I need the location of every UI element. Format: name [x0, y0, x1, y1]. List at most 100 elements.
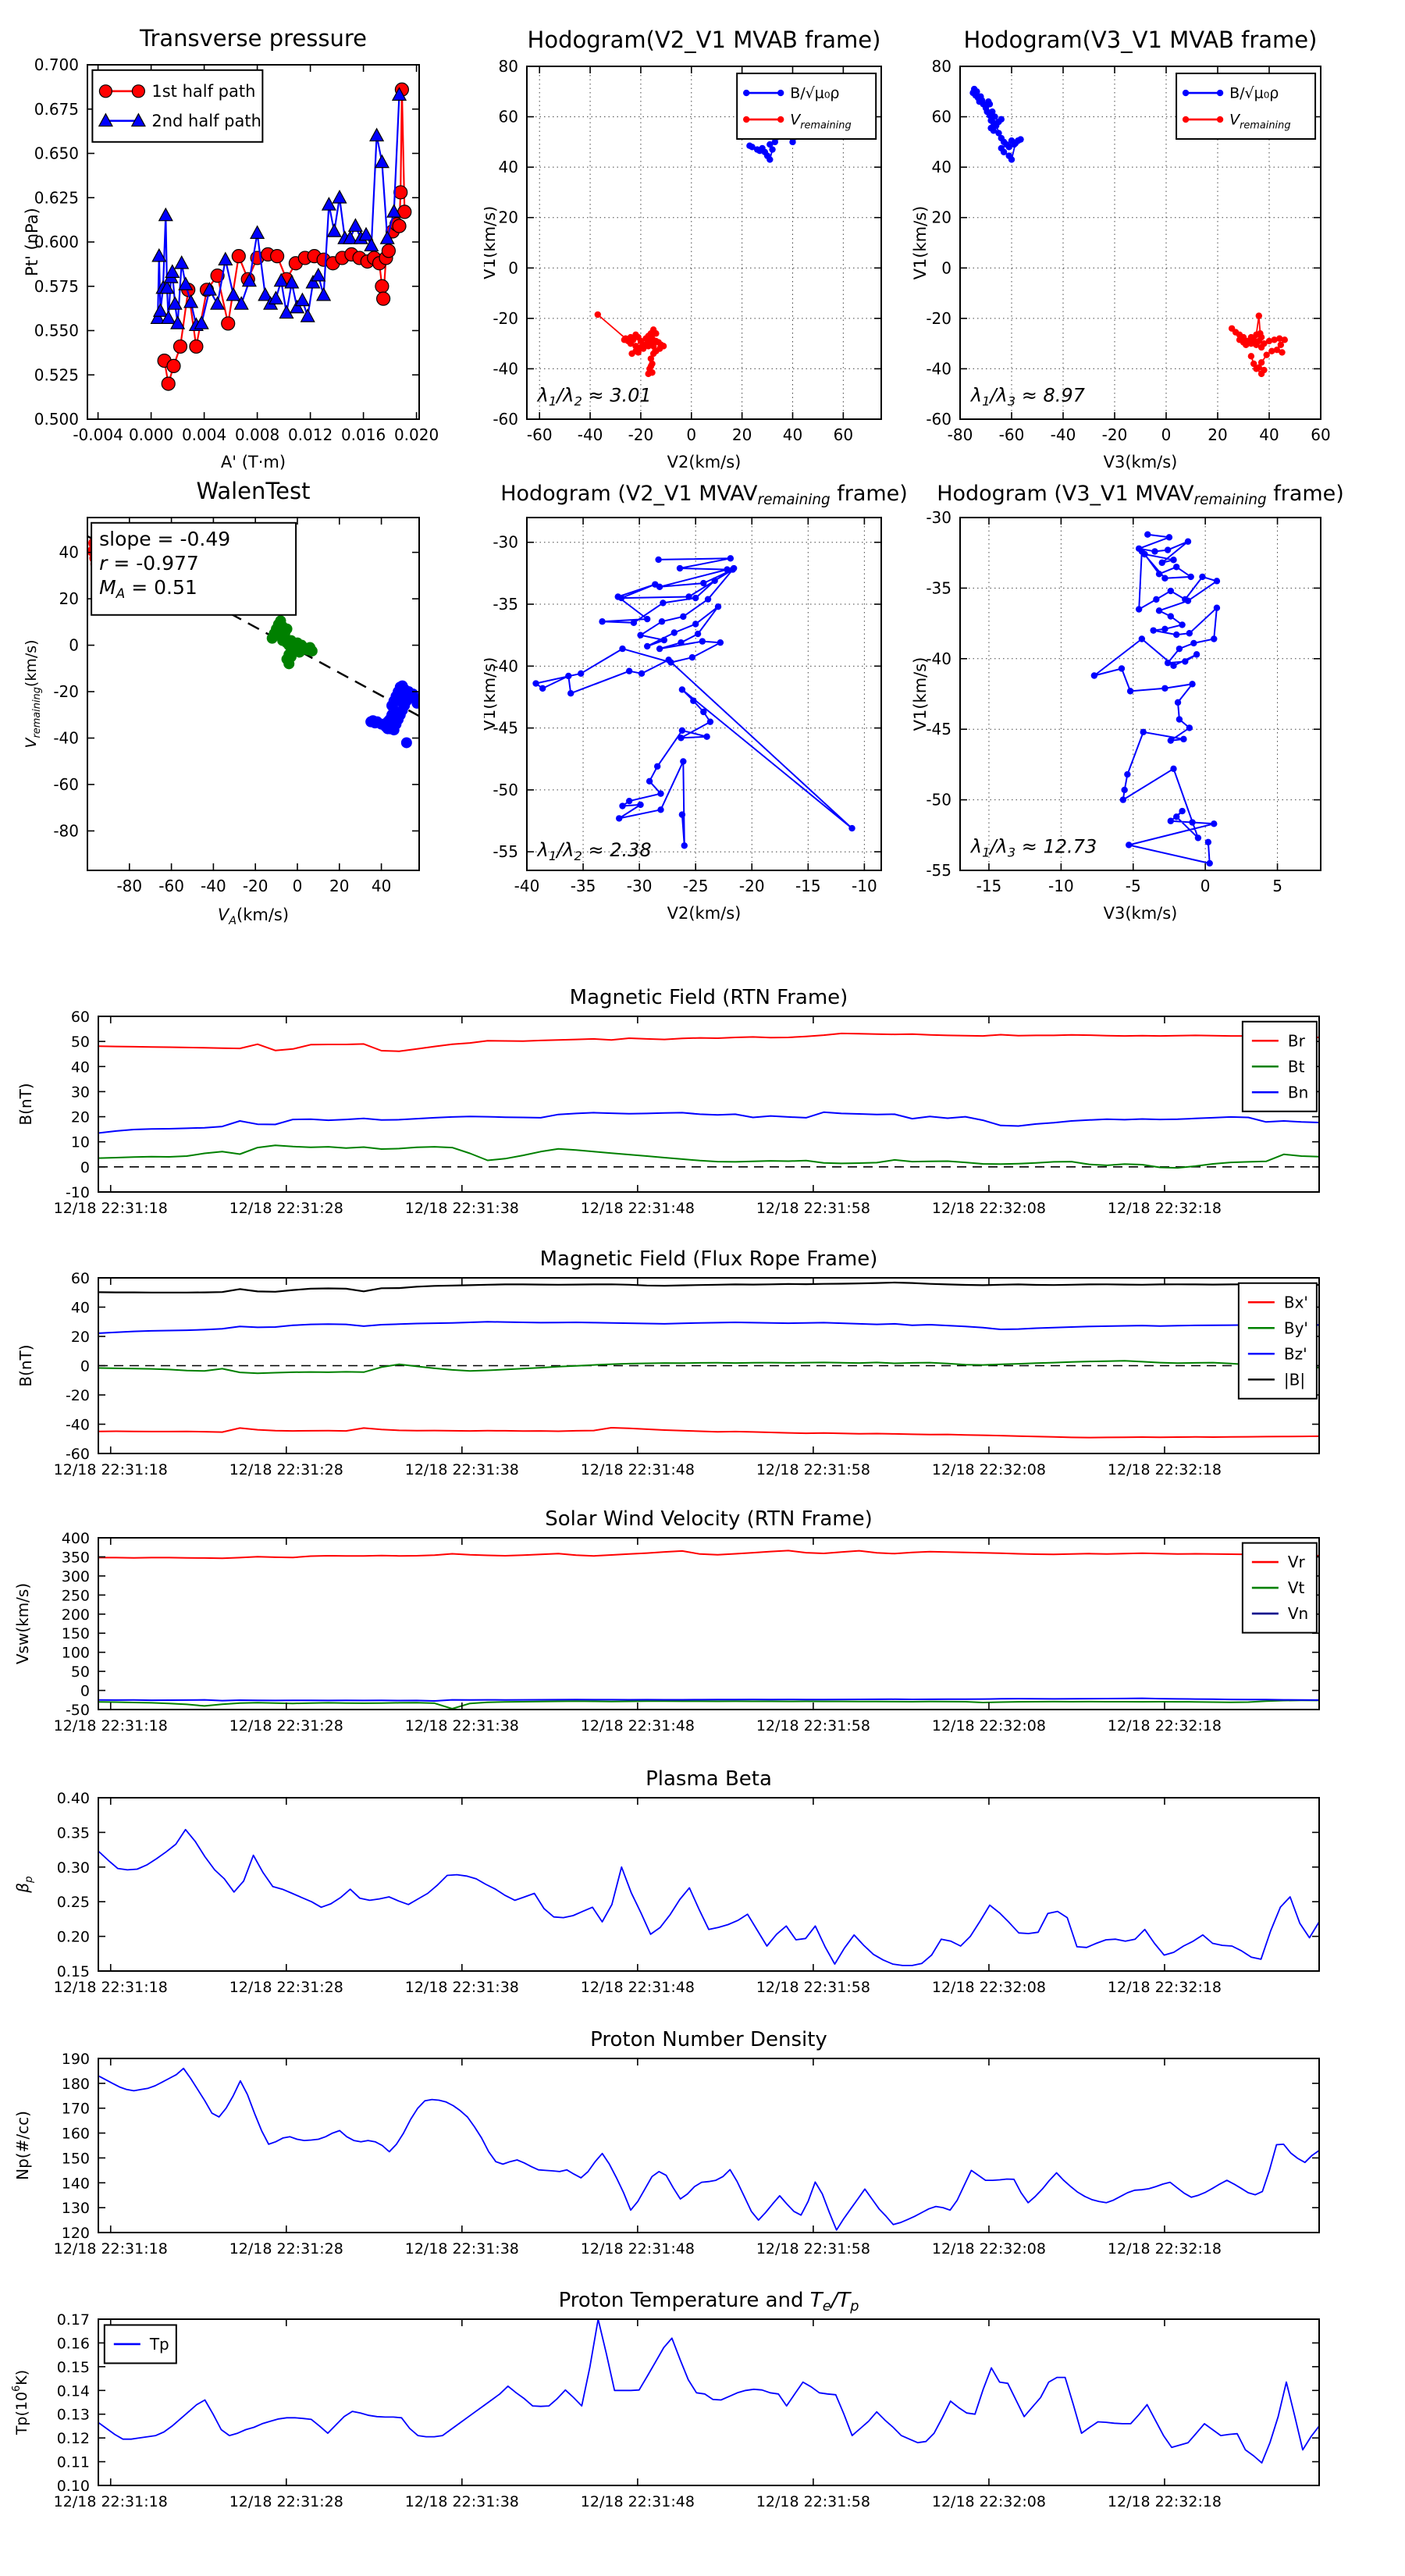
- svg-text:-5: -5: [1126, 877, 1141, 895]
- svg-text:-55: -55: [493, 842, 518, 861]
- svg-text:0.575: 0.575: [34, 277, 79, 296]
- svg-text:-80: -80: [53, 821, 79, 840]
- svg-text:VA(km/s): VA(km/s): [218, 906, 289, 927]
- svg-text:12/18 22:31:38: 12/18 22:31:38: [405, 1200, 519, 1217]
- svg-text:0.625: 0.625: [34, 188, 79, 207]
- svg-text:60: 60: [499, 108, 518, 126]
- svg-text:WalenTest: WalenTest: [197, 478, 311, 504]
- chart-hodogram-v3v1-mvab: -80 -60 -40 -20 0 20 40 60 -60 -40 -20 0 20 40 60 80 Hod…: [898, 16, 1405, 484]
- svg-text:0.016: 0.016: [341, 425, 386, 444]
- svg-text:12/18 22:31:18: 12/18 22:31:18: [54, 2493, 168, 2510]
- svg-text:-40: -40: [1051, 425, 1076, 444]
- svg-text:-45: -45: [493, 719, 518, 738]
- svg-text:12/18 22:31:48: 12/18 22:31:48: [581, 1461, 695, 1478]
- svg-text:0.675: 0.675: [34, 100, 79, 119]
- svg-text:20: 20: [329, 877, 349, 895]
- svg-text:-30: -30: [926, 508, 951, 527]
- svg-text:0: 0: [1200, 877, 1211, 895]
- svg-text:12/18 22:32:18: 12/18 22:32:18: [1108, 1717, 1222, 1735]
- svg-text:-10: -10: [66, 1184, 90, 1201]
- svg-text:Hodogram(V3_V1 MVAB frame): Hodogram(V3_V1 MVAB frame): [964, 27, 1318, 53]
- svg-text:Vsw(km/s): Vsw(km/s): [13, 1583, 32, 1664]
- svg-text:120: 120: [62, 2225, 90, 2242]
- svg-text:150: 150: [62, 1625, 90, 1642]
- svg-text:0: 0: [686, 425, 696, 444]
- svg-text:140: 140: [62, 2175, 90, 2192]
- svg-text:12/18 22:32:18: 12/18 22:32:18: [1108, 2240, 1222, 2256]
- svg-text:Proton Number Density: Proton Number Density: [590, 2028, 827, 2051]
- svg-text:12/18 22:32:18: 12/18 22:32:18: [1108, 1461, 1222, 1478]
- svg-text:0.500: 0.500: [34, 410, 79, 429]
- svg-text:-20: -20: [243, 877, 269, 895]
- svg-text:0.25: 0.25: [57, 1894, 90, 1911]
- svg-text:B(nT): B(nT): [16, 1083, 35, 1125]
- svg-text:-20: -20: [53, 682, 79, 701]
- svg-text:12/18 22:32:08: 12/18 22:32:08: [932, 2493, 1046, 2510]
- svg-text:12/18 22:32:18: 12/18 22:32:18: [1108, 1200, 1222, 1217]
- svg-text:-40: -40: [578, 425, 603, 444]
- svg-text:40: 40: [1259, 425, 1279, 444]
- svg-text:Br: Br: [1288, 1031, 1306, 1050]
- svg-text:A' (T·m): A' (T·m): [221, 453, 286, 471]
- svg-text:0.012: 0.012: [288, 425, 333, 444]
- svg-text:12/18 22:31:38: 12/18 22:31:38: [405, 2493, 519, 2510]
- svg-text:-40: -40: [201, 877, 226, 895]
- svg-text:2nd half path: 2nd half path: [151, 112, 261, 130]
- svg-text:0.15: 0.15: [57, 1963, 90, 1980]
- svg-text:Tp(106K): Tp(106K): [11, 2370, 30, 2435]
- svg-text:-30: -30: [493, 533, 518, 552]
- svg-text:Plasma Beta: Plasma Beta: [646, 1767, 772, 1791]
- svg-text:20: 20: [499, 208, 518, 227]
- svg-text:12/18 22:32:08: 12/18 22:32:08: [932, 1717, 1046, 1735]
- svg-text:12/18 22:31:58: 12/18 22:31:58: [756, 1979, 870, 1996]
- svg-text:0.525: 0.525: [34, 365, 79, 384]
- svg-text:12/18 22:31:58: 12/18 22:31:58: [756, 1717, 870, 1735]
- svg-text:190: 190: [62, 2051, 90, 2068]
- chart-hodogram-v2v1-mvav: -40 -35 -30 -25 -20 -15 -10 -55 -50 -45 -40 -35 -30 H…: [480, 476, 937, 945]
- svg-text:-50: -50: [493, 781, 518, 799]
- svg-text:-60: -60: [66, 1446, 90, 1463]
- svg-text:Magnetic Field (Flux Rope Fram: Magnetic Field (Flux Rope Frame): [540, 1247, 878, 1271]
- svg-text:40: 40: [932, 158, 951, 176]
- chart-proton-temperature: 12/18 22:31:18 12/18 22:31:28 12/18 22:31:…: [8, 2268, 1405, 2576]
- svg-text:60: 60: [1311, 425, 1330, 444]
- svg-text:Vr: Vr: [1288, 1553, 1306, 1571]
- svg-text:MA = 0.51: MA = 0.51: [99, 576, 197, 602]
- svg-text:-40: -40: [53, 729, 79, 748]
- svg-text:Vn: Vn: [1288, 1604, 1308, 1623]
- svg-text:-40: -40: [926, 649, 951, 668]
- svg-text:12/18 22:32:08: 12/18 22:32:08: [932, 1979, 1046, 1996]
- svg-text:0.12: 0.12: [57, 2430, 90, 2447]
- svg-text:-10: -10: [1048, 877, 1074, 895]
- svg-text:B/√μ₀ρ: B/√μ₀ρ: [790, 85, 839, 102]
- svg-text:40: 40: [71, 1059, 90, 1076]
- svg-text:0: 0: [80, 1358, 90, 1375]
- svg-text:0.15: 0.15: [57, 2359, 90, 2376]
- svg-text:12/18 22:31:48: 12/18 22:31:48: [581, 2493, 695, 2510]
- svg-text:0.008: 0.008: [235, 425, 279, 444]
- svg-text:20: 20: [71, 1109, 90, 1126]
- svg-text:12/18 22:31:38: 12/18 22:31:38: [405, 1461, 519, 1478]
- svg-text:Hodogram(V2_V1 MVAB frame): Hodogram(V2_V1 MVAB frame): [528, 27, 881, 53]
- svg-text:λ1/λ3 ≈ 8.97: λ1/λ3 ≈ 8.97: [969, 384, 1086, 408]
- svg-text:0: 0: [80, 1159, 90, 1176]
- svg-text:Np(#/cc): Np(#/cc): [13, 2111, 32, 2180]
- svg-text:12/18 22:31:58: 12/18 22:31:58: [756, 1200, 870, 1217]
- svg-text:0.20: 0.20: [57, 1929, 90, 1946]
- svg-text:40: 40: [59, 543, 79, 562]
- svg-text:-40: -40: [493, 359, 518, 378]
- svg-text:-60: -60: [527, 425, 553, 444]
- svg-text:0.16: 0.16: [57, 2335, 90, 2352]
- svg-text:160: 160: [62, 2126, 90, 2143]
- svg-text:30: 30: [71, 1083, 90, 1101]
- chart-plasma-beta: 12/18 22:31:18 12/18 22:31:28 12/18 22:31:…: [8, 1749, 1405, 1997]
- svg-text:12/18 22:31:28: 12/18 22:31:28: [229, 1200, 343, 1217]
- svg-text:150: 150: [62, 2150, 90, 2167]
- svg-text:-60: -60: [493, 410, 518, 429]
- svg-text:0.10: 0.10: [57, 2478, 90, 2495]
- svg-text:400: 400: [62, 1530, 90, 1547]
- chart-proton-number-density: 12/18 22:31:18 12/18 22:31:28 12/18 22:31:…: [8, 2008, 1405, 2258]
- svg-text:170: 170: [62, 2101, 90, 2118]
- svg-text:slope = -0.49: slope = -0.49: [99, 528, 230, 550]
